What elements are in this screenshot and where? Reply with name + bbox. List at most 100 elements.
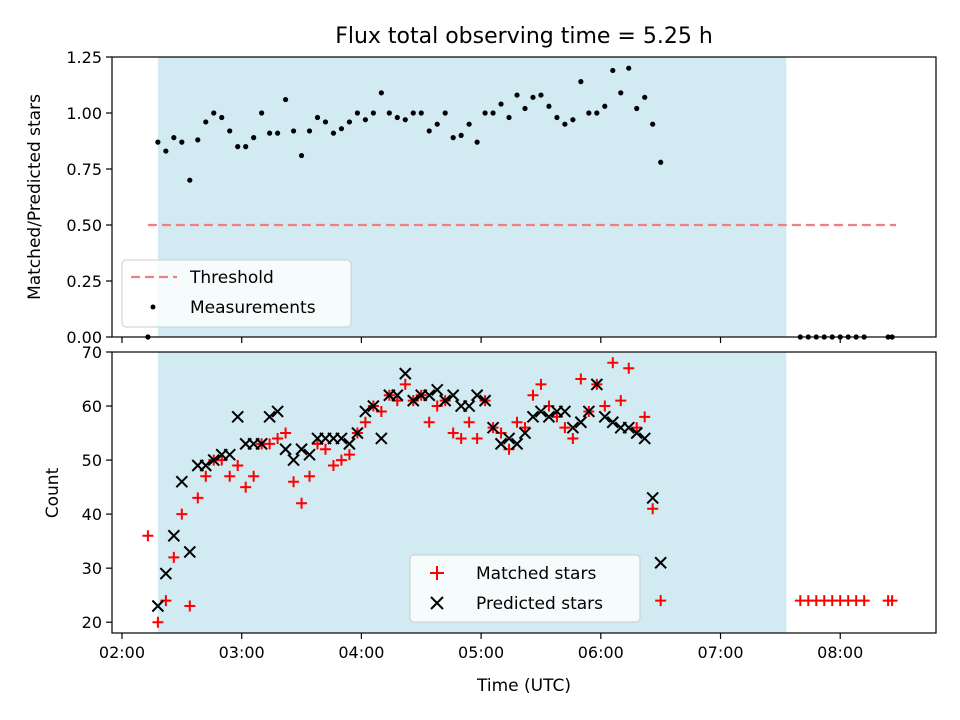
y-tick-label: 0.00 xyxy=(66,328,102,347)
predicted-star-point xyxy=(486,421,500,434)
matched-star-point xyxy=(142,530,154,542)
predicted-star-point xyxy=(622,421,635,434)
legend-predicted-label: Predicted stars xyxy=(476,594,603,614)
matched-star-point xyxy=(455,432,467,444)
measurement-point xyxy=(442,110,448,116)
matched-star-point xyxy=(192,492,204,504)
predicted-star-point xyxy=(375,432,388,445)
matched-star-point xyxy=(631,422,643,434)
predicted-star-point xyxy=(526,410,540,424)
y-tick-label: 1.00 xyxy=(66,104,102,123)
predicted-star-point xyxy=(646,491,659,505)
y-tick-label: 0.75 xyxy=(66,160,102,179)
legend-box xyxy=(121,259,352,328)
matched-star-point xyxy=(607,357,619,369)
measurement-point xyxy=(370,110,376,116)
measurement-point xyxy=(466,121,472,127)
panel-count-x-ticks: 02:00 03:00 04:00 05:00 06:00 07:00 08:00 xyxy=(99,633,863,662)
matched-star-point xyxy=(575,373,587,385)
measurement-point xyxy=(586,110,592,116)
predicted-star-point xyxy=(199,459,212,472)
predicted-star-point xyxy=(638,432,651,445)
predicted-star-point xyxy=(606,416,619,429)
predicted-star-point xyxy=(303,448,316,461)
x-tick-label: 08:00 xyxy=(817,643,863,662)
matched-star-point xyxy=(599,400,611,412)
matched-star-point xyxy=(184,600,196,612)
legend-measurements-label: Measurements xyxy=(190,298,316,318)
panel-count-frame xyxy=(111,351,937,634)
y-tick-label: 40 xyxy=(82,505,102,524)
measurement-point xyxy=(203,119,209,125)
x-axis-label: Time (UTC) xyxy=(476,676,571,696)
measurement-point xyxy=(458,132,464,138)
measurement-point xyxy=(259,110,265,116)
matched-star-point xyxy=(471,432,483,444)
matched-star-point xyxy=(623,362,635,374)
predicted-star-point xyxy=(359,405,372,418)
measurement-point xyxy=(658,159,664,165)
predicted-star-point xyxy=(231,410,244,424)
measurement-point xyxy=(418,110,424,116)
panel-ratio-x-ticks xyxy=(121,337,841,343)
predicted-star-point xyxy=(518,426,532,440)
y-tick-label: 0.25 xyxy=(66,272,102,291)
predicted-star-point xyxy=(574,416,588,429)
measurement-point xyxy=(522,105,528,112)
legend-matched-swatch xyxy=(430,566,444,580)
matched-star-point xyxy=(296,497,308,509)
predicted-star-point xyxy=(223,448,236,461)
measurement-point xyxy=(243,144,249,150)
matched-star-point xyxy=(168,551,180,563)
legend-predicted-swatch xyxy=(430,596,444,610)
panel-ratio-legend: Threshold Measurements xyxy=(121,259,352,328)
y-tick-label: 1.25 xyxy=(66,48,102,67)
panel-count: 20 30 40 50 60 70 02:00 03:00 04:00 05:00 06:00 07… xyxy=(43,343,937,696)
measurement-point xyxy=(618,90,624,96)
measurement-point xyxy=(235,144,241,150)
predicted-star-point xyxy=(566,421,580,434)
matched-star-point xyxy=(343,449,355,461)
x-tick-label: 06:00 xyxy=(578,643,624,662)
measurement-point xyxy=(642,94,648,100)
measurement-point xyxy=(506,114,512,121)
predicted-star-point xyxy=(654,556,667,569)
measurement-point xyxy=(378,90,384,96)
predicted-star-point xyxy=(255,437,268,451)
measurement-point xyxy=(219,114,225,121)
measurement-point xyxy=(187,177,193,183)
measurement-point xyxy=(346,119,353,125)
matched-star-point xyxy=(327,459,339,471)
measurement-point xyxy=(386,110,392,116)
measurement-point xyxy=(267,130,273,136)
matched-star-point xyxy=(248,470,260,482)
measurement-point xyxy=(163,148,169,154)
panel-count-legend: Matched stars Predicted stars xyxy=(409,554,641,623)
matched-star-point xyxy=(176,508,188,520)
panel-count-y-ticks: 20 30 40 50 60 70 xyxy=(82,343,112,632)
legend-threshold-label: Threshold xyxy=(189,268,274,288)
predicted-star-point xyxy=(590,378,604,391)
measurement-point xyxy=(594,110,600,116)
measurement-point xyxy=(546,103,552,109)
panel-count-ylabel: Count xyxy=(43,467,63,518)
predicted-star-point xyxy=(407,394,420,407)
panel-count-marks xyxy=(142,357,898,628)
matched-star-point xyxy=(647,503,659,515)
legend-box xyxy=(409,554,641,623)
measurement-point xyxy=(538,92,544,98)
matched-star-point xyxy=(655,595,667,607)
measurement-point xyxy=(227,128,233,134)
matched-star-point xyxy=(423,416,435,428)
panel-ratio: 0.00 0.25 0.50 0.75 1.00 1.25 Matched/Predict… xyxy=(25,48,937,347)
predicted-star-point xyxy=(431,383,444,397)
predicted-star-point xyxy=(295,443,308,456)
predicted-star-point xyxy=(343,437,356,451)
measurement-point xyxy=(274,130,281,136)
x-tick-label: 05:00 xyxy=(458,643,504,662)
predicted-star-point xyxy=(598,410,612,424)
measurement-point xyxy=(450,135,456,141)
predicted-star-point xyxy=(207,453,220,467)
predicted-star-point xyxy=(391,389,404,402)
measurement-point xyxy=(211,110,217,116)
